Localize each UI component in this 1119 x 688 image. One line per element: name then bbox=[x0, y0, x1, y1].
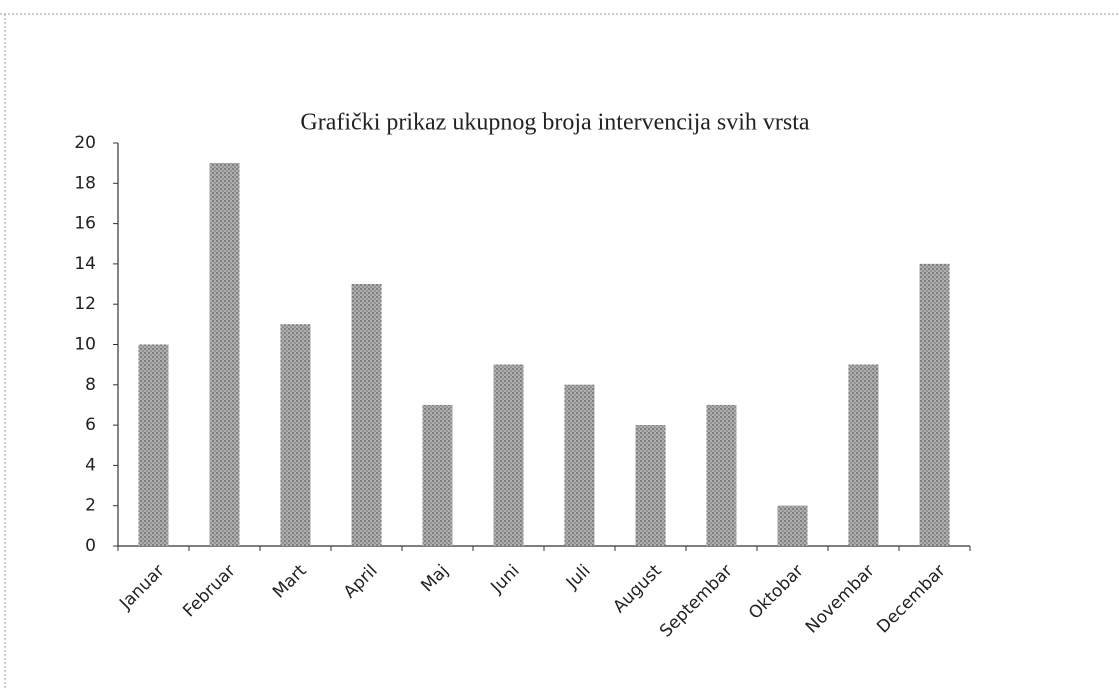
bar-texture bbox=[422, 404, 453, 546]
x-tick-label: Juni bbox=[487, 561, 524, 598]
y-tick-label: 20 bbox=[74, 133, 96, 153]
x-tick-label: Mart bbox=[269, 561, 311, 603]
bar-texture bbox=[493, 364, 524, 546]
bar-texture bbox=[280, 324, 311, 546]
y-tick-label: 12 bbox=[74, 294, 96, 314]
bar-texture bbox=[351, 284, 382, 546]
x-tick-label: Juli bbox=[562, 561, 595, 594]
bar-texture bbox=[635, 425, 666, 546]
bar-texture bbox=[209, 163, 240, 546]
y-tick-label: 8 bbox=[85, 375, 96, 395]
x-tick-label: Februar bbox=[179, 561, 239, 621]
y-tick-label: 6 bbox=[85, 415, 96, 435]
bar-texture bbox=[706, 404, 737, 546]
x-tick-label: Januar bbox=[115, 561, 168, 614]
x-tick-label: Decembar bbox=[873, 561, 949, 637]
x-tick-label: April bbox=[340, 561, 382, 603]
y-tick-label: 16 bbox=[74, 214, 96, 234]
chart-title: Grafički prikaz ukupnog broja intervenci… bbox=[300, 110, 810, 136]
x-tick-label: Novembar bbox=[802, 561, 879, 638]
bar-texture bbox=[138, 344, 169, 546]
y-tick-label: 10 bbox=[74, 335, 96, 355]
y-tick-label: 18 bbox=[74, 173, 96, 193]
x-tick-label: Septembar bbox=[656, 561, 737, 642]
y-tick-label: 0 bbox=[85, 536, 96, 556]
y-tick-label: 2 bbox=[85, 496, 96, 516]
y-tick-label: 4 bbox=[85, 455, 96, 475]
x-tick-label: Oktobar bbox=[745, 561, 808, 624]
bar-texture bbox=[777, 505, 808, 546]
x-tick-label: August bbox=[609, 561, 665, 617]
x-tick-label: Maj bbox=[417, 561, 452, 596]
bar-texture bbox=[848, 364, 879, 546]
bar-texture bbox=[919, 263, 950, 546]
bar-texture bbox=[564, 384, 595, 546]
y-tick-label: 14 bbox=[74, 254, 96, 274]
